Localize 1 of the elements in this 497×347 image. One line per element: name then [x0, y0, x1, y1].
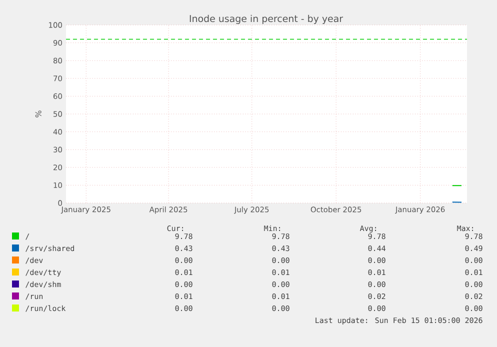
chart-title: Inode usage in percent - by year [190, 14, 344, 24]
